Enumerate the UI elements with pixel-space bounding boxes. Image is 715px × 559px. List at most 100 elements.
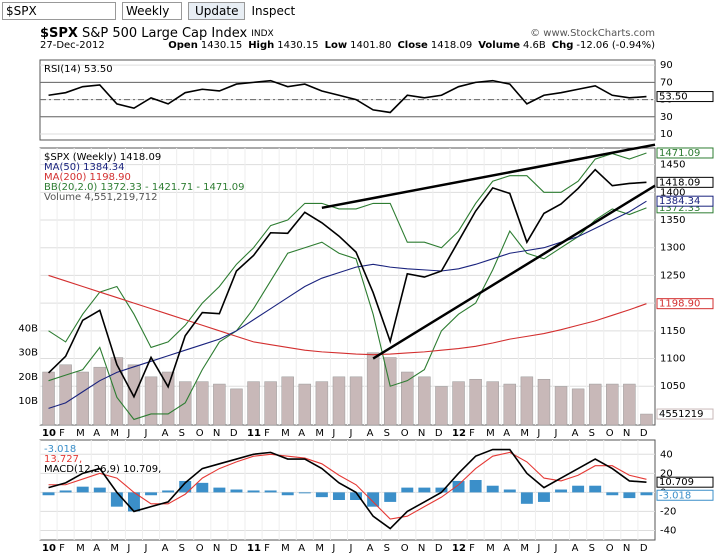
site: © www.StockCharts.com: [530, 28, 655, 39]
series-line: [48, 207, 647, 421]
period-select[interactable]: Weekly: [122, 2, 182, 20]
bar: [93, 487, 106, 493]
value-tag-box: [656, 408, 714, 420]
x-tick-label: J: [144, 428, 148, 439]
value-tag: -3.018: [659, 490, 691, 501]
value-tag: 1384.34: [659, 196, 700, 207]
x-tick-label: M: [486, 543, 495, 554]
symbol-input[interactable]: $SPX: [2, 2, 116, 20]
bar: [435, 386, 448, 426]
x-tick-label: D: [435, 428, 443, 439]
bar: [554, 386, 568, 426]
x-tick-label: M: [520, 428, 529, 439]
x-tick-label: J: [554, 543, 558, 554]
bar: [572, 485, 585, 493]
quote: Open 1430.15 High 1430.15 Low 1401.80 Close 141…: [168, 40, 655, 51]
bar: [606, 492, 619, 496]
bar: [59, 364, 72, 426]
bar: [213, 383, 226, 426]
x-tick-label: M: [110, 543, 119, 554]
x-tick-label: D: [640, 543, 648, 554]
x-tick-label: N: [623, 428, 630, 439]
legend-entry: MACD(12,26,9) 10.709,: [44, 464, 161, 475]
bar: [435, 487, 448, 493]
bar: [145, 492, 158, 496]
y-tick-label: 1050: [660, 381, 685, 392]
x-tick-label: J: [144, 543, 148, 554]
y-tick-label: 1150: [660, 326, 685, 337]
bar: [452, 480, 465, 493]
bar: [59, 490, 72, 493]
value-tag-box: [656, 91, 714, 103]
bar: [555, 489, 568, 493]
x-tick-label: N: [418, 428, 425, 439]
x-tick-label: A: [572, 543, 579, 554]
legend-entry: RSI(14) 53.50: [44, 64, 113, 75]
x-tick-label: A: [93, 543, 100, 554]
bar: [264, 381, 277, 426]
bar: [332, 376, 346, 426]
y-tick-label: 30: [660, 112, 673, 123]
y-tick-label: 1450: [660, 160, 685, 171]
bar: [247, 490, 260, 493]
quote-value: 1401.80: [350, 40, 391, 51]
bar: [366, 352, 380, 426]
bar: [503, 383, 517, 426]
x-tick-label: M: [281, 428, 290, 439]
x-tick-label: N: [418, 543, 425, 554]
value-tag-box: [656, 176, 714, 188]
bar: [76, 486, 89, 493]
bar: [469, 480, 482, 493]
bar: [418, 487, 431, 493]
quote-value: 4.6B: [523, 40, 546, 51]
x-tick-label: J: [331, 428, 335, 439]
x-tick-label: F: [59, 428, 65, 439]
value-tag-box: [656, 489, 714, 501]
bar: [367, 492, 380, 507]
exchange: INDX: [251, 29, 273, 39]
x-tick-label: A: [298, 543, 305, 554]
x-tick-label: D: [640, 428, 648, 439]
bar: [418, 376, 431, 426]
bar: [350, 492, 363, 500]
bar: [623, 492, 636, 499]
x-tick-label: N: [213, 428, 220, 439]
series-line: [48, 274, 647, 356]
bar: [298, 492, 311, 494]
x-tick-label: 11: [247, 543, 261, 554]
x-tick-label: O: [401, 543, 409, 554]
header-title: $SPX S&P 500 Large Cap Index INDX: [40, 26, 274, 41]
y-tick-label: 70: [660, 77, 673, 88]
bar: [179, 480, 192, 493]
symbol: $SPX: [40, 26, 78, 41]
bar: [537, 378, 551, 426]
bar: [196, 482, 209, 493]
x-tick-label: F: [264, 543, 270, 554]
quote-value: 1430.15: [201, 40, 242, 51]
bar: [571, 388, 585, 426]
x-tick-label: A: [93, 428, 100, 439]
x-tick-label: N: [623, 543, 630, 554]
bar: [520, 376, 534, 426]
y-tick-label: -20: [660, 506, 676, 517]
legend-entry: 13.727,: [44, 454, 82, 465]
x-tick-label: M: [281, 543, 290, 554]
quote-label: Close: [397, 40, 428, 51]
toolbar: $SPX Weekly Update Inspect: [0, 0, 715, 22]
y-tick-label: 1250: [660, 270, 685, 281]
x-tick-label: J: [331, 543, 335, 554]
series-line: [48, 152, 647, 349]
x-tick-label: A: [162, 428, 169, 439]
x-tick-label: S: [384, 543, 390, 554]
x-tick-label: F: [264, 428, 270, 439]
chart: $SPX S&P 500 Large Cap Index INDX 27-Dec-20…: [18, 26, 714, 554]
x-tick-label: S: [179, 428, 185, 439]
bar: [588, 383, 602, 426]
inspect-toggle[interactable]: Inspect: [251, 4, 296, 18]
trendline: [372, 184, 656, 360]
bar: [93, 366, 107, 426]
value-tag: 53.50: [659, 92, 688, 103]
y-tick-label: 10: [660, 129, 673, 140]
update-button[interactable]: Update: [188, 2, 246, 20]
